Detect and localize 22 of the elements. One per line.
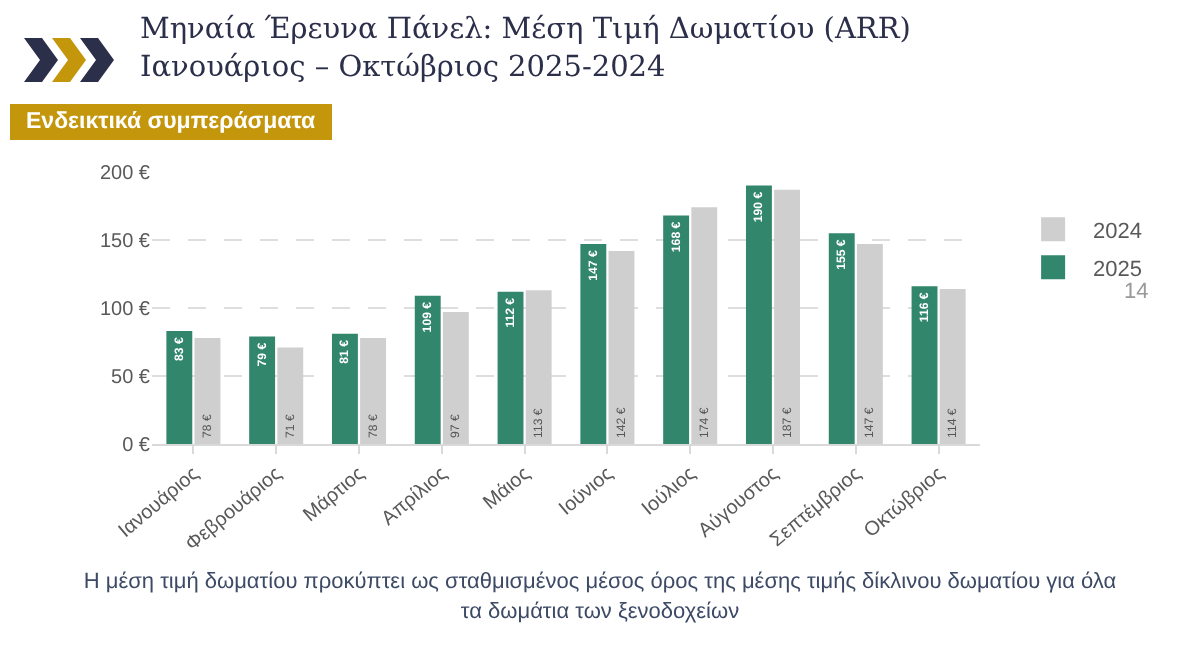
chart-title: Μηναία Έρευνα Πάνελ: Μέση Τιμή Δωματίου (ARR) bbox=[140, 12, 911, 50]
bar bbox=[414, 295, 441, 444]
text: 14 bbox=[1124, 280, 1149, 304]
bar bbox=[249, 336, 276, 444]
bar bbox=[745, 185, 772, 444]
text: Ενδεικτικά συμπεράσματα bbox=[10, 104, 332, 140]
y-tick-label: 50 € bbox=[111, 367, 151, 389]
text: Η μέση τιμή δωματίου προκύπτει ως σταθμισμένος μέσος όρος της μέσης τιμής δίκλινου δωματίου για όλα τα δωμάτια των ξενοδοχείων bbox=[81, 568, 1119, 628]
bar bbox=[166, 331, 193, 444]
bar bbox=[331, 333, 358, 444]
y-tick-label: 200 € bbox=[99, 163, 151, 185]
bar bbox=[580, 244, 607, 444]
y-tick-label: 0 € bbox=[122, 435, 151, 457]
bar bbox=[497, 291, 524, 444]
bar bbox=[911, 286, 938, 444]
legend-label: 2025 bbox=[1093, 257, 1143, 282]
y-tick-label: 150 € bbox=[99, 231, 151, 253]
legend-label: 2024 bbox=[1093, 219, 1143, 244]
chart-subtitle: Ιανουάριος – Οκτώβριος 2025-2024 bbox=[140, 50, 668, 88]
bar bbox=[828, 233, 855, 444]
y-tick-label: 100 € bbox=[99, 299, 151, 321]
bar bbox=[663, 215, 690, 444]
